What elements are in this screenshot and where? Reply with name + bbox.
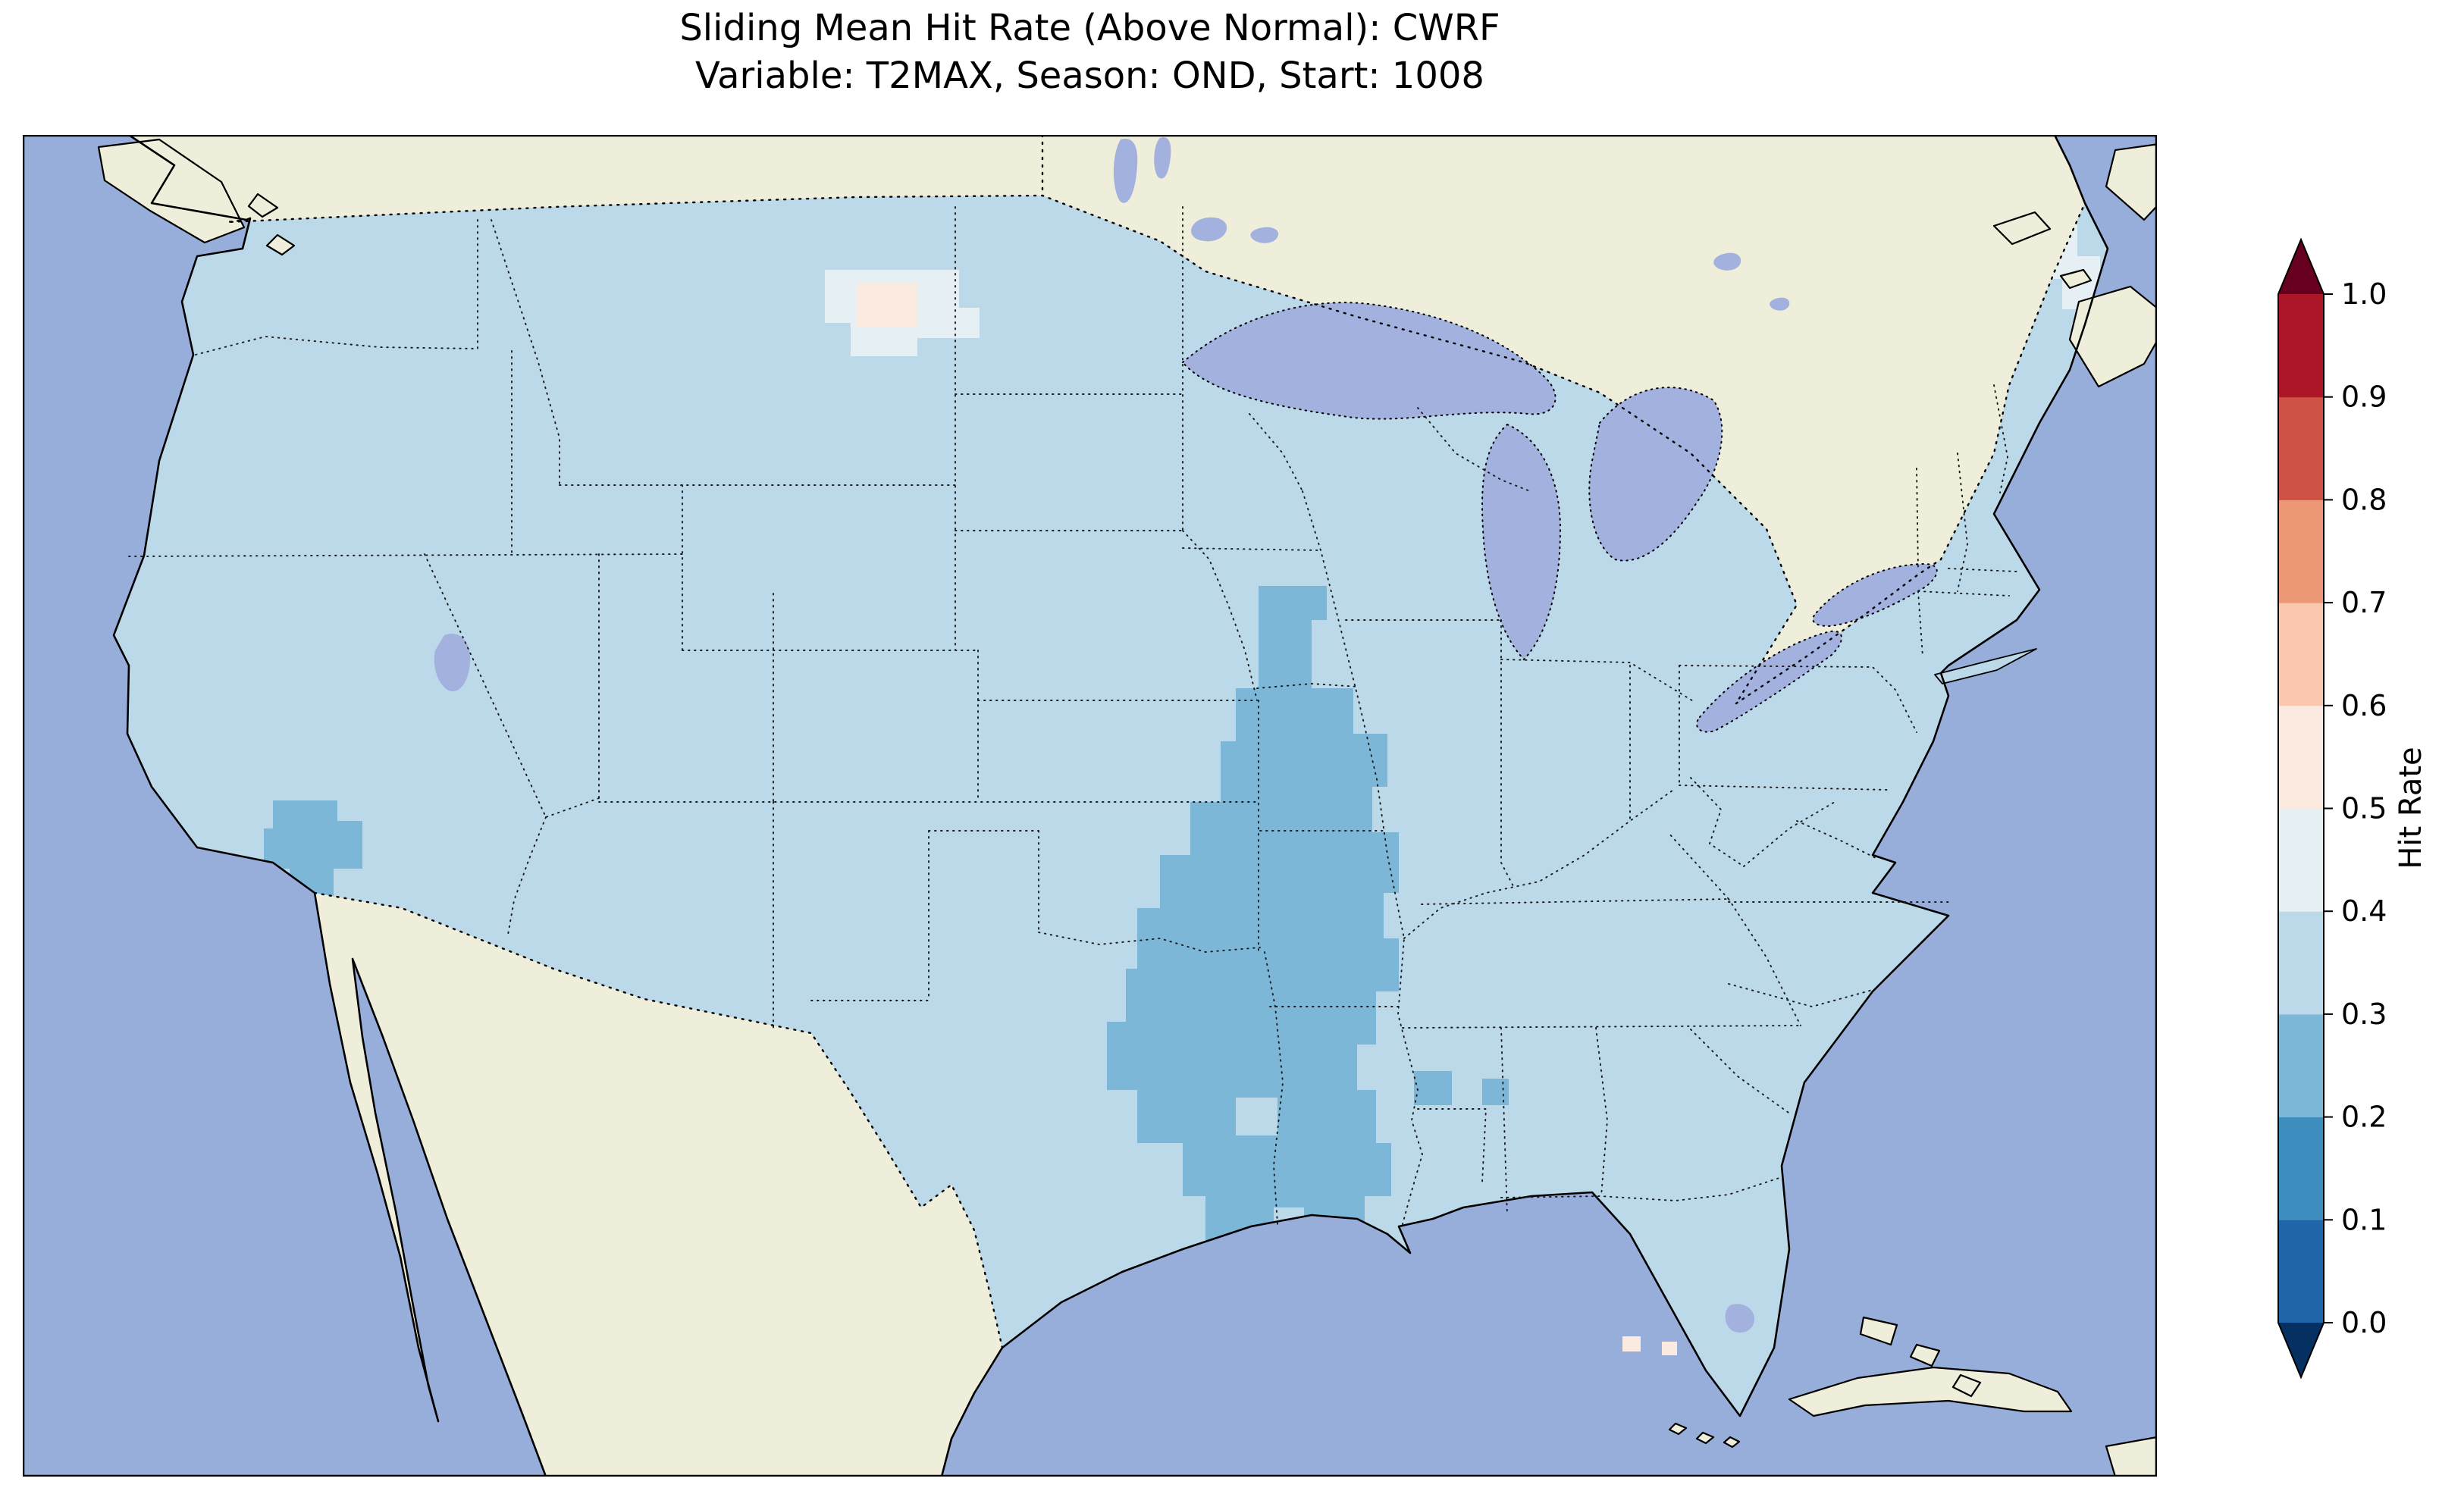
colorbar-tick-label: 0.4 bbox=[2341, 894, 2387, 928]
colorbar-tick-label: 0.7 bbox=[2341, 586, 2387, 619]
colorbar-group: 0.0 0.1 0.2 0.3 0.4 0.5 0.6 0.7 0.8 0.9 1.0 bbox=[2277, 237, 2387, 1380]
coastlines bbox=[112, 135, 2109, 1477]
long-island bbox=[1934, 648, 2037, 684]
map-frame bbox=[23, 135, 2157, 1477]
colorbar-tick-label: 0.9 bbox=[2341, 381, 2387, 414]
hit-rate-mid-patch-inner bbox=[1236, 1098, 1277, 1135]
colorbar-tick-label: 0.1 bbox=[2341, 1203, 2387, 1236]
colorbar-segment bbox=[2278, 1013, 2324, 1118]
colorbar-segment bbox=[2278, 911, 2324, 1015]
hit-rate-patches-group bbox=[264, 207, 2100, 1242]
colorbar-tick-label: 0.0 bbox=[2341, 1306, 2387, 1339]
state-borders bbox=[128, 206, 2017, 1225]
islands bbox=[97, 138, 2157, 1477]
figure-title: Sliding Mean Hit Rate (Above Normal): CW… bbox=[23, 5, 2157, 101]
colorbar-segment bbox=[2278, 1117, 2324, 1220]
colorbar-tick-label: 0.8 bbox=[2341, 483, 2387, 516]
colorbar-under-triangle bbox=[2278, 1323, 2324, 1377]
map-canvas bbox=[23, 135, 2157, 1477]
hit-rate-low-patches bbox=[264, 586, 1509, 1242]
colorbar-tick-label: 0.6 bbox=[2341, 689, 2387, 722]
colorbar-segment bbox=[2278, 500, 2324, 603]
title-line-1: Sliding Mean Hit Rate (Above Normal): CW… bbox=[679, 7, 1500, 49]
colorbar-segment bbox=[2278, 294, 2324, 398]
colorbar-tick-label: 0.5 bbox=[2341, 792, 2387, 825]
colorbar-tick-label: 0.2 bbox=[2341, 1101, 2387, 1134]
colorbar-tick-label: 0.3 bbox=[2341, 998, 2387, 1031]
colorbar-over-triangle bbox=[2278, 240, 2324, 294]
colorbar-segment bbox=[2278, 705, 2324, 809]
great-lakes bbox=[1181, 302, 1938, 733]
canada-land bbox=[129, 135, 2085, 703]
colorbar-axis-label: Hit Rate bbox=[2393, 747, 2428, 869]
colorbar-segment bbox=[2278, 603, 2324, 706]
florida-specks bbox=[1622, 1336, 1677, 1355]
title-line-2: Variable: T2MAX, Season: OND, Start: 100… bbox=[695, 55, 1484, 98]
colorbar: 0.0 0.1 0.2 0.3 0.4 0.5 0.6 0.7 0.8 0.9 1.0 Hit Ra… bbox=[2277, 237, 2428, 1380]
colorbar-segment bbox=[2278, 808, 2324, 912]
mexico-land bbox=[315, 893, 1002, 1477]
colorbar-segment bbox=[2278, 396, 2324, 500]
colorbar-segment bbox=[2278, 1220, 2324, 1323]
colorbar-tick-label: 1.0 bbox=[2341, 277, 2387, 311]
